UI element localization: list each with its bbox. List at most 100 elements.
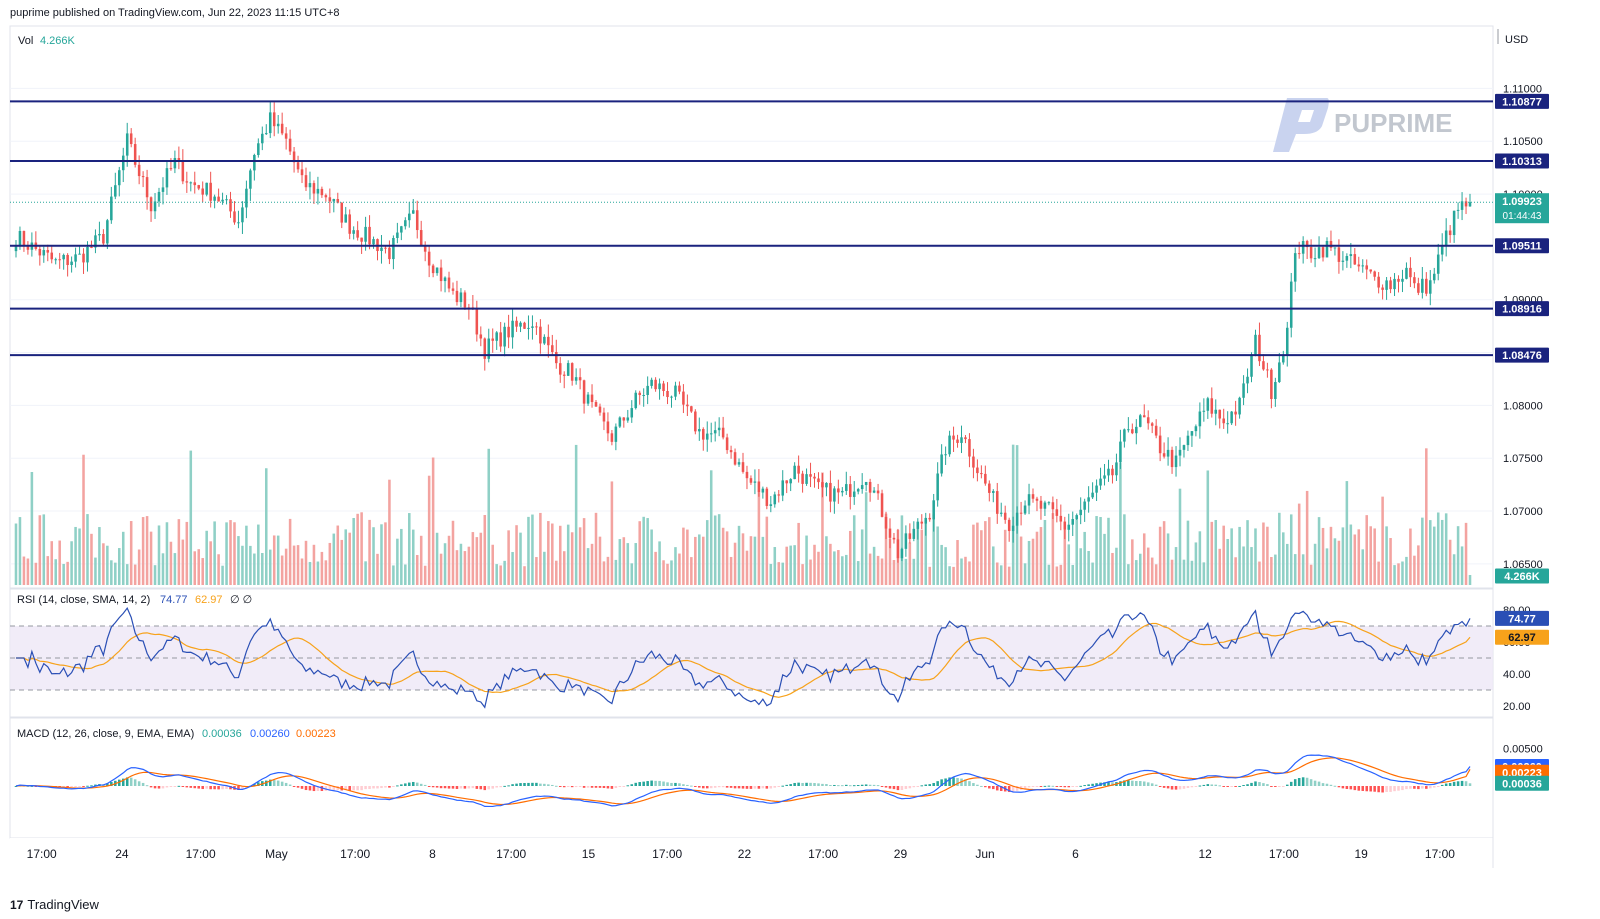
macd-histogram-bar bbox=[527, 782, 530, 786]
candle bbox=[245, 180, 248, 219]
candle bbox=[1015, 506, 1019, 534]
candle-body bbox=[705, 433, 709, 440]
candle bbox=[1361, 259, 1365, 273]
candle-body bbox=[392, 237, 395, 260]
macd-legend-hist: 0.00036 bbox=[202, 728, 242, 740]
macd-pane[interactable] bbox=[9, 717, 1494, 839]
candle-body bbox=[868, 481, 872, 493]
volume-bar bbox=[956, 540, 959, 585]
candle-body bbox=[1226, 423, 1229, 425]
candle-body bbox=[1051, 502, 1055, 510]
candle-body bbox=[1067, 524, 1071, 530]
candle bbox=[241, 201, 244, 234]
volume-bar bbox=[845, 554, 848, 585]
candle-body bbox=[638, 392, 641, 396]
candle-body bbox=[634, 392, 638, 409]
candle-body bbox=[686, 404, 689, 407]
macd-histogram-bar bbox=[1385, 786, 1388, 793]
candles bbox=[14, 101, 1472, 563]
time-scale[interactable] bbox=[10, 838, 1493, 868]
candle bbox=[956, 434, 959, 448]
volume-bar bbox=[257, 524, 260, 585]
volume-bar bbox=[411, 529, 415, 585]
macd-histogram-bar bbox=[602, 786, 606, 789]
rsi-tag-bg bbox=[1495, 610, 1549, 626]
macd-histogram-bar bbox=[86, 785, 89, 787]
candle bbox=[404, 217, 407, 230]
macd-histogram-bar bbox=[1007, 786, 1011, 793]
macd-histogram-bar bbox=[797, 782, 800, 786]
candle bbox=[102, 229, 105, 247]
candle bbox=[1003, 505, 1007, 524]
candle bbox=[133, 137, 137, 168]
candle bbox=[570, 362, 574, 386]
macd-histogram-bar bbox=[308, 786, 312, 791]
macd-histogram-bar bbox=[976, 784, 979, 786]
volume-bar bbox=[217, 554, 220, 585]
volume-bar bbox=[98, 527, 101, 585]
candle-body bbox=[431, 265, 435, 274]
time-tick-label: 15 bbox=[582, 847, 596, 861]
macd-legend-signal: 0.00223 bbox=[296, 728, 336, 740]
level-tag-bg bbox=[1495, 301, 1549, 317]
candle bbox=[300, 161, 304, 184]
volume-bar bbox=[1170, 559, 1174, 585]
candle-body bbox=[1146, 417, 1150, 424]
macd-histogram-bar bbox=[423, 784, 427, 786]
volume-bar bbox=[1091, 562, 1094, 585]
candle-body bbox=[980, 473, 983, 475]
macd-histogram-bar bbox=[419, 783, 423, 786]
candle-body bbox=[1405, 267, 1408, 279]
macd-histogram-bar bbox=[1389, 786, 1392, 792]
candle-body bbox=[590, 394, 594, 403]
tradingview-footer[interactable]: 17 TradingView bbox=[10, 897, 99, 912]
candle-body bbox=[642, 395, 645, 397]
price-tick-label: 1.07000 bbox=[1503, 506, 1543, 518]
candle-body bbox=[352, 230, 355, 234]
candle bbox=[694, 409, 697, 435]
candle bbox=[1413, 272, 1416, 289]
candle bbox=[344, 206, 347, 223]
volume-bar bbox=[471, 532, 475, 585]
volume-bar bbox=[22, 556, 26, 585]
key-levels[interactable] bbox=[10, 100, 1493, 357]
volume-bar bbox=[30, 472, 34, 585]
candle bbox=[209, 171, 212, 208]
volume-bar bbox=[253, 553, 256, 585]
candle-body bbox=[952, 435, 955, 440]
candle bbox=[936, 462, 939, 507]
macd-histogram-bar bbox=[1333, 785, 1337, 787]
macd-histogram-bar bbox=[662, 781, 665, 786]
volume-bar bbox=[110, 560, 113, 585]
candle bbox=[197, 184, 201, 191]
candle bbox=[165, 160, 169, 195]
macd-histogram-bar bbox=[1015, 786, 1019, 791]
macd-histogram-bar bbox=[70, 786, 73, 788]
macd-histogram-bar bbox=[352, 786, 355, 791]
volume-bar bbox=[646, 518, 649, 585]
macd-histogram-bar bbox=[598, 786, 602, 788]
candle bbox=[1452, 210, 1456, 243]
volume-bar bbox=[1011, 444, 1015, 585]
candle-body bbox=[1139, 415, 1142, 427]
macd-histogram-bar bbox=[193, 786, 197, 789]
volume-bar bbox=[1250, 547, 1253, 585]
macd-histogram-bar bbox=[1317, 781, 1321, 786]
volume-bar bbox=[1373, 528, 1376, 585]
candle-body bbox=[1448, 230, 1452, 236]
candle bbox=[984, 465, 987, 486]
candle-body bbox=[348, 214, 351, 234]
candle bbox=[499, 321, 502, 352]
macd-histogram-bar bbox=[1377, 786, 1380, 793]
volume-bar bbox=[1242, 546, 1245, 585]
macd-histogram-bar bbox=[531, 782, 534, 786]
candle bbox=[304, 167, 308, 191]
volume-bar bbox=[312, 544, 316, 585]
macd-histogram-bar bbox=[304, 786, 308, 791]
candle-body bbox=[566, 363, 570, 376]
candle-body bbox=[805, 474, 808, 484]
price-pane[interactable] bbox=[9, 25, 1494, 589]
candle-body bbox=[38, 248, 42, 256]
volume-bar bbox=[634, 543, 638, 585]
